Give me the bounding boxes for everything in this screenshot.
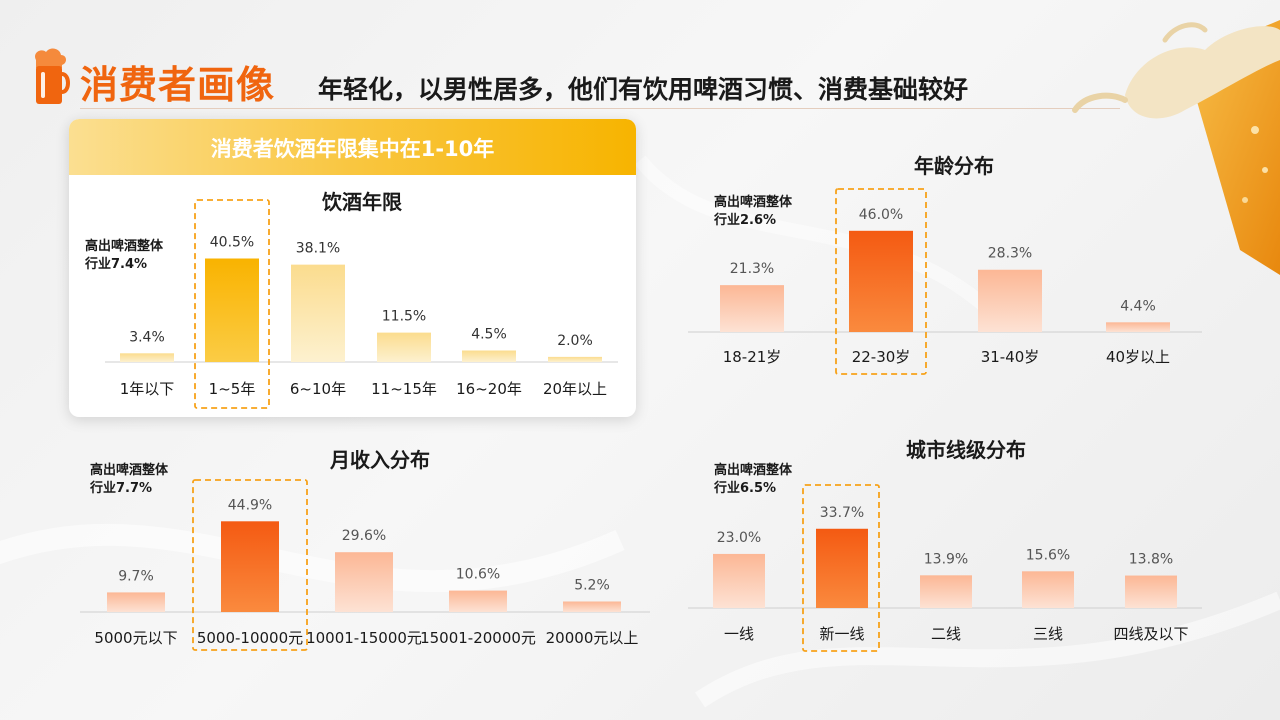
age-category-label: 22-30岁	[852, 348, 911, 366]
drinking-years-value-label: 11.5%	[382, 309, 426, 325]
drinking-years-category-label: 11~15年	[371, 380, 437, 398]
age-note-line: 高出啤酒整体	[714, 194, 793, 210]
drinking-years-category-label: 16~20年	[456, 380, 522, 398]
drinking-years-category-label: 20年以上	[543, 380, 607, 398]
age-title: 年龄分布	[914, 154, 994, 178]
drinking-years-category-label: 6~10年	[290, 380, 346, 398]
income-value-label: 5.2%	[574, 577, 610, 593]
city-tier-note-line: 高出啤酒整体	[714, 462, 793, 478]
income-bar	[221, 521, 279, 612]
city-tier-bar	[1022, 571, 1074, 608]
drinking-years-card: 消费者饮酒年限集中在1-10年	[69, 119, 636, 417]
city-tier-value-label: 13.9%	[924, 551, 968, 567]
drinking-years-bar	[462, 350, 516, 362]
drinking-years-category-label: 1~5年	[209, 380, 256, 398]
city-tier-category-label: 二线	[931, 625, 961, 643]
income-category-label: 15001-20000元	[420, 629, 536, 647]
page-header: 消费者画像 年轻化，以男性居多，他们有饮用啤酒习惯、消费基础较好	[28, 46, 1120, 112]
city-tier-bar	[920, 575, 972, 608]
city-tier-note-line: 行业6.5%	[713, 480, 776, 496]
drinking-years-highlight-box	[194, 199, 270, 409]
card-banner-text: 消费者饮酒年限集中在1-10年	[210, 137, 495, 161]
income-bar	[335, 552, 393, 612]
drinking-years-note-line: 行业7.4%	[84, 256, 147, 272]
age-bar	[720, 285, 784, 332]
income-highlight-box	[192, 479, 308, 651]
income-value-label: 29.6%	[342, 528, 386, 544]
beer-mug-logo-icon	[35, 48, 70, 104]
card-banner: 消费者饮酒年限集中在1-10年	[69, 119, 636, 175]
city-tier-value-label: 15.6%	[1026, 547, 1070, 563]
drinking-years-value-label: 38.1%	[296, 241, 340, 257]
age-value-label: 21.3%	[730, 261, 774, 277]
age-value-label: 4.4%	[1120, 298, 1156, 314]
city-tier-value-label: 23.0%	[717, 530, 761, 546]
city-tier-category-label: 四线及以下	[1113, 625, 1188, 643]
drinking-years-category-label: 1年以下	[120, 380, 175, 398]
city-tier-category-label: 新一线	[819, 625, 864, 643]
income-bar	[107, 592, 165, 612]
income-category-label: 5000-10000元	[197, 629, 303, 647]
age-bar	[849, 230, 913, 332]
income-note-line: 行业7.7%	[89, 480, 152, 496]
income-category-label: 20000元以上	[546, 629, 639, 647]
drinking-years-value-label: 4.5%	[471, 327, 507, 343]
page-subtitle: 年轻化，以男性居多，他们有饮用啤酒习惯、消费基础较好	[318, 75, 969, 104]
city-tier-bar	[816, 528, 868, 608]
drinking-years-bar	[120, 353, 174, 362]
drinking-years-bar	[205, 258, 259, 362]
drinking-years-value-label: 2.0%	[557, 333, 593, 349]
income-value-label: 44.9%	[228, 497, 272, 513]
age-bar	[1106, 322, 1170, 332]
income-value-label: 10.6%	[456, 567, 500, 583]
drinking-years-bar	[377, 332, 431, 362]
age-note-line: 行业2.6%	[713, 212, 776, 228]
age-category-label: 40岁以上	[1106, 348, 1170, 366]
city-tier-bar	[1125, 575, 1177, 608]
city-tier-value-label: 13.8%	[1129, 552, 1173, 568]
city-tier-value-label: 33.7%	[820, 505, 864, 521]
income-bar	[563, 601, 621, 612]
beer-glass-illustration	[1072, 20, 1280, 275]
income-title: 月收入分布	[329, 448, 430, 472]
income-value-label: 9.7%	[118, 568, 154, 584]
age-category-label: 31-40岁	[981, 348, 1040, 366]
city-tier-bar	[713, 553, 765, 608]
age-category-label: 18-21岁	[723, 348, 782, 366]
drinking-years-value-label: 3.4%	[129, 329, 165, 345]
city-tier-title: 城市线级分布	[906, 438, 1026, 462]
city-tier-highlight-box	[802, 484, 880, 652]
drinking-years-title: 饮酒年限	[321, 190, 402, 214]
income-bar	[449, 590, 507, 612]
city-tier-category-label: 三线	[1033, 625, 1063, 643]
header-divider	[80, 108, 1120, 109]
age-highlight-box	[835, 188, 927, 375]
income-note-line: 高出啤酒整体	[90, 462, 169, 478]
age-value-label: 28.3%	[988, 246, 1032, 262]
city-tier-category-label: 一线	[724, 625, 754, 643]
income-category-label: 10001-15000元	[306, 629, 422, 647]
page-title: 消费者画像	[80, 63, 276, 107]
drinking-years-bar	[291, 264, 345, 362]
drinking-years-note-line: 高出啤酒整体	[85, 238, 164, 254]
drinking-years-bar	[548, 356, 602, 362]
income-category-label: 5000元以下	[94, 629, 177, 647]
age-value-label: 46.0%	[859, 207, 903, 223]
age-bar	[978, 269, 1042, 332]
drinking-years-value-label: 40.5%	[210, 235, 254, 251]
